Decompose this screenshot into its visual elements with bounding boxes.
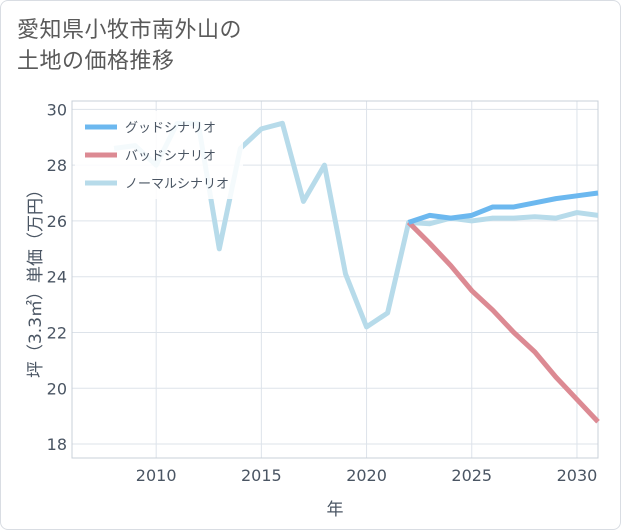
y-tick-label: 18 <box>47 435 67 454</box>
y-tick-label: 28 <box>47 156 67 175</box>
y-tick-label: 22 <box>47 323 67 342</box>
x-tick-label: 2020 <box>346 466 387 485</box>
y-tick-label: 20 <box>47 379 67 398</box>
plot-border <box>71 100 599 459</box>
series-line-0 <box>407 190 599 225</box>
chart-title: 愛知県小牧市南外山の 土地の価格推移 <box>17 18 243 74</box>
y-tick-label: 26 <box>47 212 67 231</box>
y-axis-label: 坪（3.3㎡）単価（万円） <box>26 181 46 378</box>
grid-lines <box>72 101 598 458</box>
axes <box>71 100 599 459</box>
legend-label: バッドシナリオ <box>125 149 216 164</box>
legend-label: ノーマルシナリオ <box>125 177 229 192</box>
y-tick-label: 30 <box>47 100 67 119</box>
x-axis-label: 年 <box>327 500 344 520</box>
x-tick-label: 2015 <box>241 466 282 485</box>
tick-labels: 2010 2015 2020 2025 2030 18 20 22 24 26 28 30 <box>47 100 598 485</box>
x-tick-label: 2025 <box>451 466 492 485</box>
x-tick-label: 2030 <box>557 466 598 485</box>
series-line-1 <box>406 220 600 424</box>
legend-label: グッドシナリオ <box>125 121 216 136</box>
x-tick-label: 2010 <box>136 466 177 485</box>
y-tick-label: 24 <box>47 268 67 287</box>
